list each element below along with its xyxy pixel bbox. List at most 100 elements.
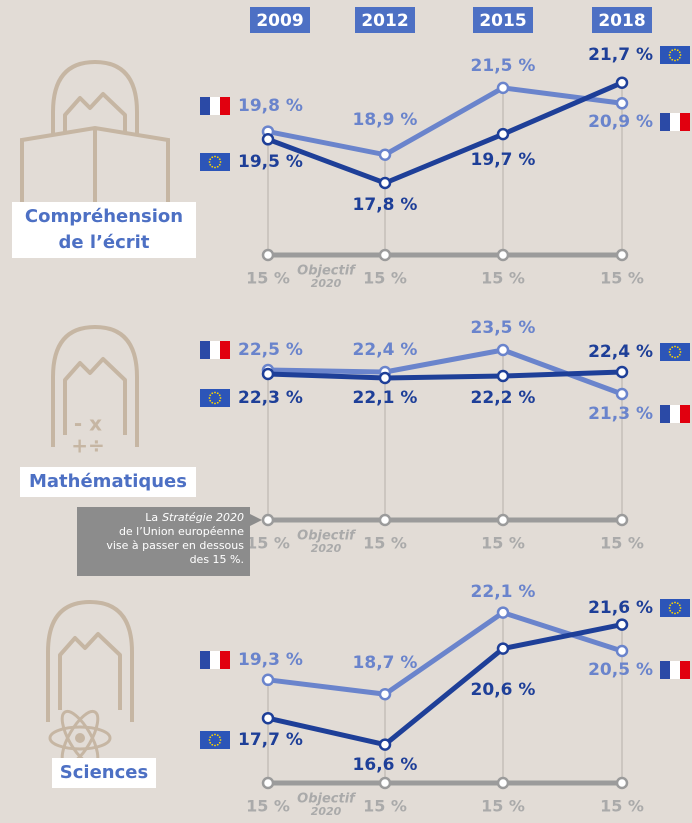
value-label: 18,9 % — [353, 110, 418, 130]
objective-label: 15 % — [481, 797, 525, 816]
icon-atom-core — [75, 733, 85, 743]
value-label: 18,7 % — [353, 653, 418, 673]
flag-fr-blue — [200, 651, 210, 669]
note-text-emphasis: Stratégie 2020 — [162, 511, 244, 524]
flag-eu-star — [209, 164, 211, 166]
infographic: 200920122015201815 %15 %15 %15 %Objectif… — [0, 0, 692, 823]
flag-eu-star — [677, 49, 679, 51]
subject-title: Sciences — [60, 762, 148, 783]
flag-fr-red — [220, 651, 230, 669]
flag-fr-red — [680, 113, 690, 131]
data-point — [380, 740, 390, 750]
flag-fr-red — [220, 341, 230, 359]
data-point — [617, 78, 627, 88]
series-line — [268, 613, 622, 695]
value-label: 22,2 % — [471, 388, 536, 408]
data-point — [263, 713, 273, 723]
value-label: 16,6 % — [353, 755, 418, 775]
flag-fr-red — [220, 97, 230, 115]
flag-eu-star — [679, 348, 681, 350]
data-point — [617, 367, 627, 377]
value-label: 22,4 % — [588, 342, 653, 362]
flag-eu-star — [679, 51, 681, 53]
objective-label: 15 % — [246, 797, 290, 816]
flag-eu-star — [669, 607, 671, 609]
flag-eu-star — [671, 356, 673, 358]
data-point — [617, 98, 627, 108]
data-point — [498, 644, 508, 654]
series-line — [268, 88, 622, 155]
flag-fr-blue — [200, 97, 210, 115]
flag-eu-star — [669, 351, 671, 353]
flag-eu-star — [679, 610, 681, 612]
data-point — [380, 150, 390, 160]
flag-eu-star — [671, 346, 673, 348]
value-label: 19,3 % — [238, 650, 303, 670]
subject-title: Mathématiques — [29, 471, 187, 492]
flag-eu-star — [679, 354, 681, 356]
flag-eu-star — [217, 156, 219, 158]
flag-eu-star — [671, 59, 673, 61]
objective-label: 15 % — [246, 534, 290, 553]
value-label: 19,5 % — [238, 152, 303, 172]
data-point — [380, 689, 390, 699]
flag-eu-star — [671, 612, 673, 614]
data-point — [263, 369, 273, 379]
flag-eu-star — [679, 604, 681, 606]
icon-symbol: +÷ — [71, 434, 105, 458]
data-point — [263, 134, 273, 144]
flag-fr-red — [680, 661, 690, 679]
flag-fr-blue — [660, 405, 670, 423]
flag-eu-star — [214, 392, 216, 394]
flag-eu-star — [211, 402, 213, 404]
flag-eu-star — [220, 397, 222, 399]
flag-fr-white — [670, 405, 680, 423]
flag-eu-star — [209, 397, 211, 399]
value-label: 21,5 % — [471, 56, 536, 76]
value-label: 22,4 % — [353, 340, 418, 360]
flag-eu-star — [217, 166, 219, 168]
value-label: 20,6 % — [471, 680, 536, 700]
value-label: 20,9 % — [588, 112, 653, 132]
objective-label: 15 % — [363, 534, 407, 553]
flag-eu-star — [209, 739, 211, 741]
objective-label: 15 % — [600, 534, 644, 553]
year-label: 2012 — [361, 11, 408, 31]
flag-fr-blue — [660, 661, 670, 679]
objective-label: 15 % — [363, 269, 407, 288]
objective-point — [617, 515, 627, 525]
year-label: 2018 — [598, 11, 645, 31]
flag-eu-star — [211, 744, 213, 746]
data-point — [498, 608, 508, 618]
value-label: 17,7 % — [238, 730, 303, 750]
value-label: 22,3 % — [238, 388, 303, 408]
flag-eu-star — [669, 54, 671, 56]
value-label: 22,5 % — [238, 340, 303, 360]
objective-label: 15 % — [481, 534, 525, 553]
objective-annotation: 2020 — [311, 805, 342, 818]
flag-fr-blue — [200, 341, 210, 359]
flag-fr-white — [670, 661, 680, 679]
objective-label: 15 % — [481, 269, 525, 288]
flag-eu-star — [677, 59, 679, 61]
objective-point — [263, 250, 273, 260]
flag-eu-star — [679, 57, 681, 59]
flag-fr-white — [210, 97, 220, 115]
objective-point — [498, 515, 508, 525]
objective-annotation: 2020 — [311, 277, 342, 290]
flag-eu-star — [209, 158, 211, 160]
flag-eu-star — [669, 348, 671, 350]
subject-title: de l’écrit — [59, 232, 150, 253]
flag-eu-star — [209, 742, 211, 744]
value-label: 19,7 % — [471, 150, 536, 170]
flag-eu-star — [674, 357, 676, 359]
objective-point — [498, 778, 508, 788]
flag-eu-star — [677, 346, 679, 348]
flag-eu-star — [219, 400, 221, 402]
data-point — [617, 646, 627, 656]
flag-eu-star — [669, 51, 671, 53]
flag-fr-white — [210, 651, 220, 669]
flag-eu-star — [214, 734, 216, 736]
flag-eu-star — [671, 49, 673, 51]
flag-eu-star — [674, 602, 676, 604]
